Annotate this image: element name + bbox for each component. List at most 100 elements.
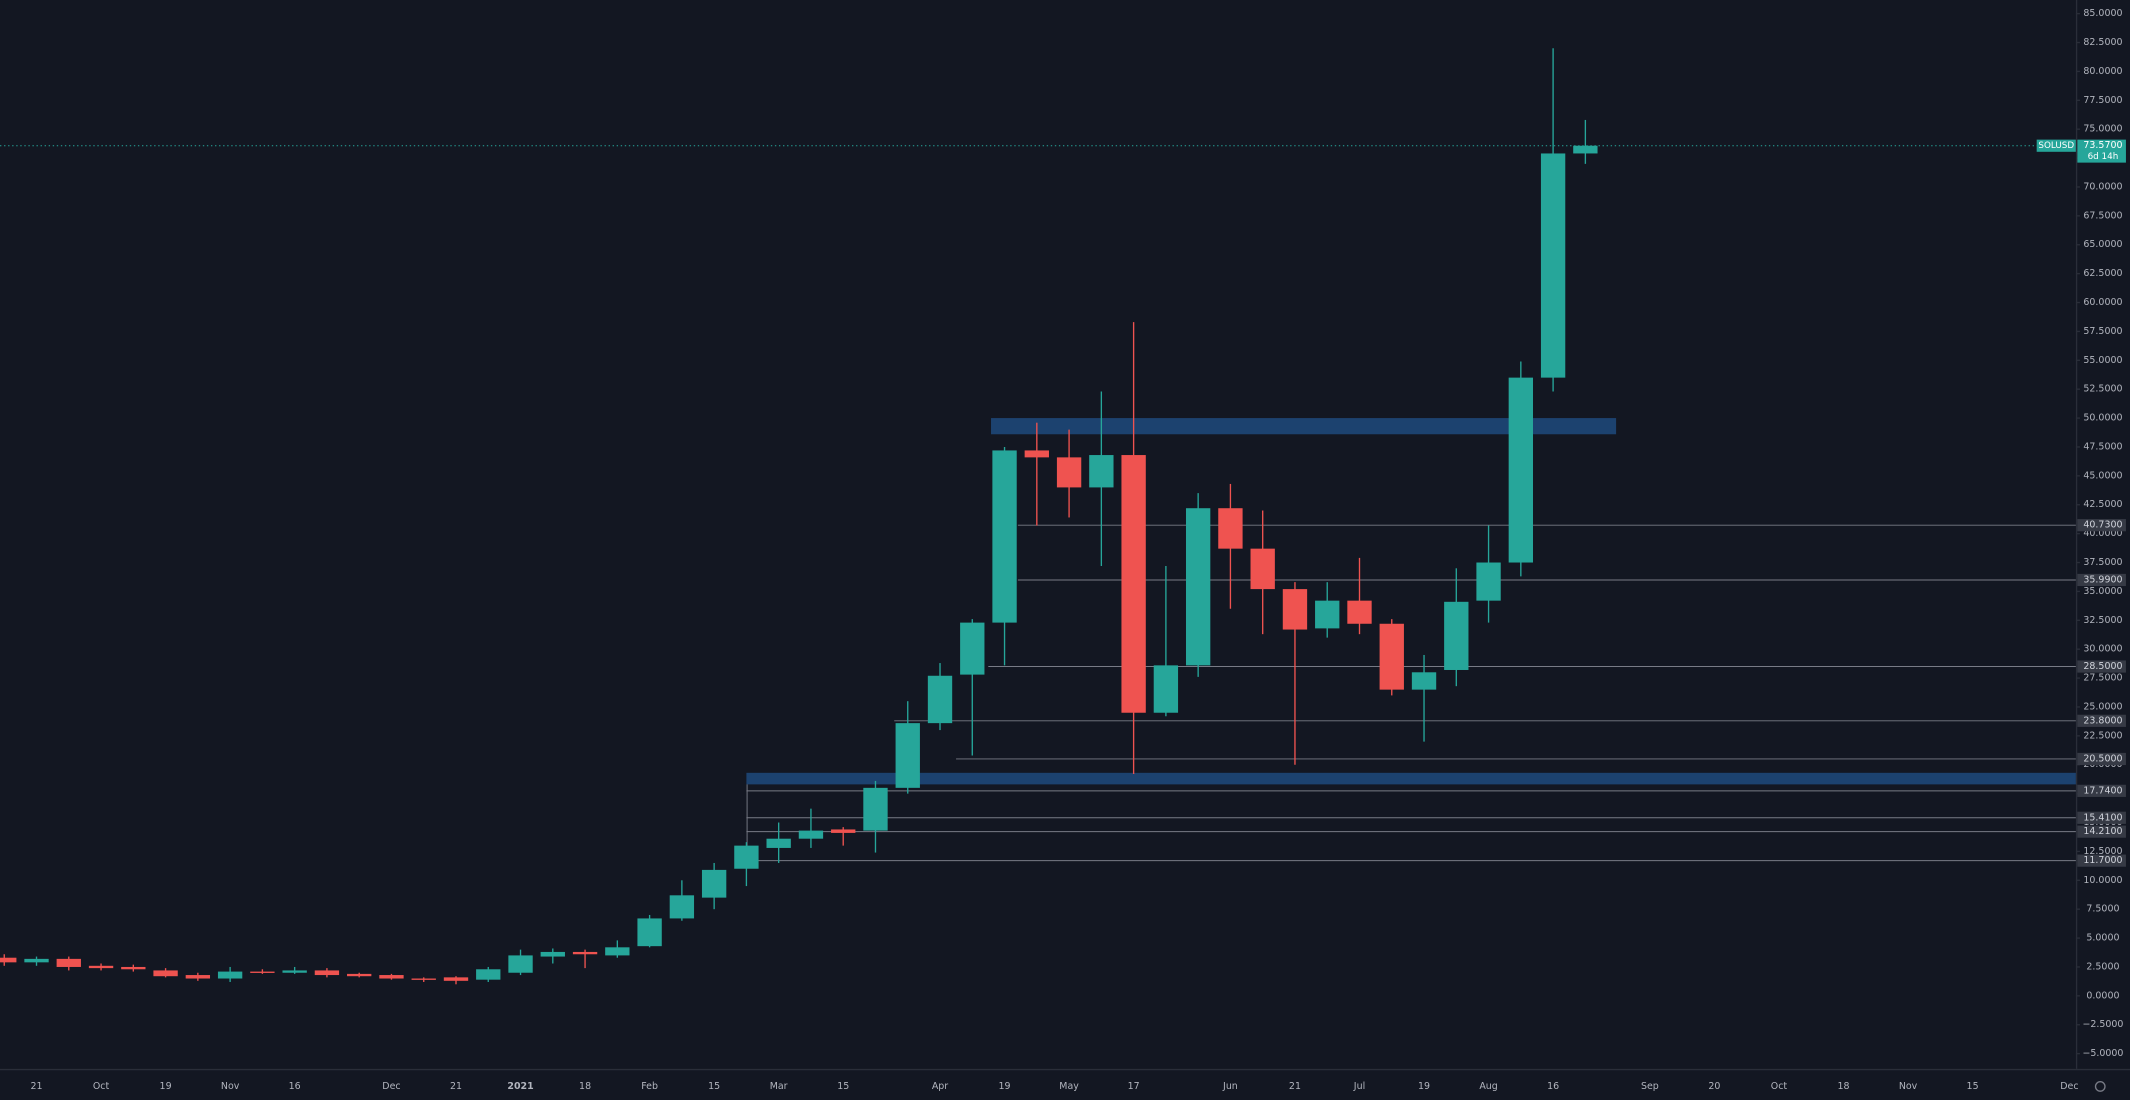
y-tick-label: 47.5000 xyxy=(2083,441,2122,452)
y-tick-label: 50.0000 xyxy=(2083,413,2122,424)
y-tick-label: 65.0000 xyxy=(2083,239,2122,250)
candle-body xyxy=(1444,601,1469,670)
candle-body xyxy=(508,955,533,973)
candle-body xyxy=(669,895,695,919)
x-tick-label: May xyxy=(1059,1081,1079,1092)
y-tick-label: 85.0000 xyxy=(2083,8,2122,19)
x-tick-label: 19 xyxy=(999,1081,1011,1092)
x-tick-label: Oct xyxy=(93,1081,110,1092)
level-label-box xyxy=(2077,519,2126,532)
zones xyxy=(746,418,2076,785)
candle-body xyxy=(1411,672,1437,690)
level-label-box xyxy=(2077,784,2126,797)
candle-body xyxy=(540,951,565,957)
symbol-box xyxy=(2036,139,2076,152)
x-tick-label: Sep xyxy=(1641,1081,1659,1092)
last-price-label: 73.5700 xyxy=(2083,140,2122,151)
y-tick-label: 37.5000 xyxy=(2083,557,2122,568)
x-tick-label: 15 xyxy=(837,1081,849,1092)
level-label: 17.7400 xyxy=(2083,785,2122,796)
x-tick-label: 16 xyxy=(1547,1081,1559,1092)
y-tick-label: 55.0000 xyxy=(2083,355,2122,366)
y-tick-label: 77.5000 xyxy=(2083,95,2122,106)
level-label: 23.8000 xyxy=(2083,715,2122,726)
y-tick-label: 80.0000 xyxy=(2083,66,2122,77)
level-label-box xyxy=(2077,714,2126,727)
symbol-label: SOLUSD xyxy=(2038,141,2074,151)
y-tick-label: 42.5000 xyxy=(2083,499,2122,510)
candle-body xyxy=(379,975,404,979)
candle-body xyxy=(411,978,436,980)
candle-body xyxy=(217,971,243,979)
candle-body xyxy=(1121,455,1146,713)
level-label: 14.2100 xyxy=(2083,826,2122,837)
candle-body xyxy=(347,973,372,977)
y-tick-label: −2.5000 xyxy=(2082,1019,2123,1030)
candle-body xyxy=(927,675,953,724)
x-tick-label: Nov xyxy=(221,1081,240,1092)
candle-body xyxy=(734,845,759,869)
countdown-label: 6d 14h xyxy=(2088,152,2119,162)
x-tick-label: Aug xyxy=(1479,1081,1497,1092)
candle-body xyxy=(88,965,114,969)
x-tick-label: Jun xyxy=(1222,1081,1238,1092)
zone xyxy=(746,772,2076,785)
y-tick-label: 60.0000 xyxy=(2083,297,2122,308)
x-tick-label: 18 xyxy=(579,1081,591,1092)
candle-body xyxy=(250,971,275,973)
y-tick-label: 22.5000 xyxy=(2083,730,2122,741)
y-tick-label: 12.5000 xyxy=(2083,846,2122,857)
y-tick-label: 40.0000 xyxy=(2083,528,2122,539)
x-tick-label: Dec xyxy=(382,1081,400,1092)
x-tick-label: 15 xyxy=(1967,1081,1979,1092)
candle-body xyxy=(1218,508,1243,549)
y-tick-label: −5.0000 xyxy=(2082,1048,2123,1059)
x-tick-label: 21 xyxy=(31,1081,43,1092)
candle-body xyxy=(895,723,920,788)
candle-body xyxy=(960,622,985,675)
candle-body xyxy=(443,977,469,981)
candle-body xyxy=(572,951,598,955)
candle-body xyxy=(1282,589,1308,630)
candle-body xyxy=(282,970,307,973)
candle-body xyxy=(1250,548,1275,590)
candle-body xyxy=(1476,562,1501,601)
x-tick-label: 20 xyxy=(1708,1081,1720,1092)
candle-body xyxy=(1347,600,1372,624)
y-tick-label: 70.0000 xyxy=(2083,181,2122,192)
y-tick-label: 10.0000 xyxy=(2083,875,2122,886)
level-label-box xyxy=(2077,573,2126,587)
y-tick-label: 82.5000 xyxy=(2083,37,2122,48)
candle-body xyxy=(56,958,81,967)
time-axis: 21 Oct 19 Nov 16 Dec 21 2021 18 Feb 15 Mar 15 Apr 19 Ma… xyxy=(31,1081,2079,1092)
y-tick-label: 2.5000 xyxy=(2086,961,2119,972)
x-tick-label: Feb xyxy=(641,1081,658,1092)
candle-body xyxy=(0,957,17,963)
candle-body xyxy=(185,975,211,979)
candle-body xyxy=(798,830,824,839)
level-label-box xyxy=(2077,854,2126,867)
candle-body xyxy=(701,869,727,898)
candle-body xyxy=(1379,623,1404,690)
candle-body xyxy=(1089,455,1114,488)
x-tick-label: Apr xyxy=(932,1081,948,1092)
candle-body xyxy=(863,787,888,831)
x-tick-label: Mar xyxy=(770,1081,788,1092)
candle-body xyxy=(24,958,49,963)
y-tick-label: 62.5000 xyxy=(2083,268,2122,279)
level-label: 35.9900 xyxy=(2083,574,2122,585)
x-tick-label: Jul xyxy=(1353,1081,1365,1092)
candle-body xyxy=(121,966,146,970)
y-tick-label: 0.0000 xyxy=(2086,990,2119,1001)
x-tick-label: 18 xyxy=(1837,1081,1849,1092)
x-tick-label: 19 xyxy=(1418,1081,1430,1092)
candle-body xyxy=(637,918,662,947)
settings-icon[interactable] xyxy=(2094,1081,2106,1092)
y-tick-label: 27.5000 xyxy=(2083,673,2122,684)
candle-body xyxy=(476,969,501,980)
candle-body xyxy=(1185,508,1211,666)
x-tick-label: 19 xyxy=(160,1081,172,1092)
